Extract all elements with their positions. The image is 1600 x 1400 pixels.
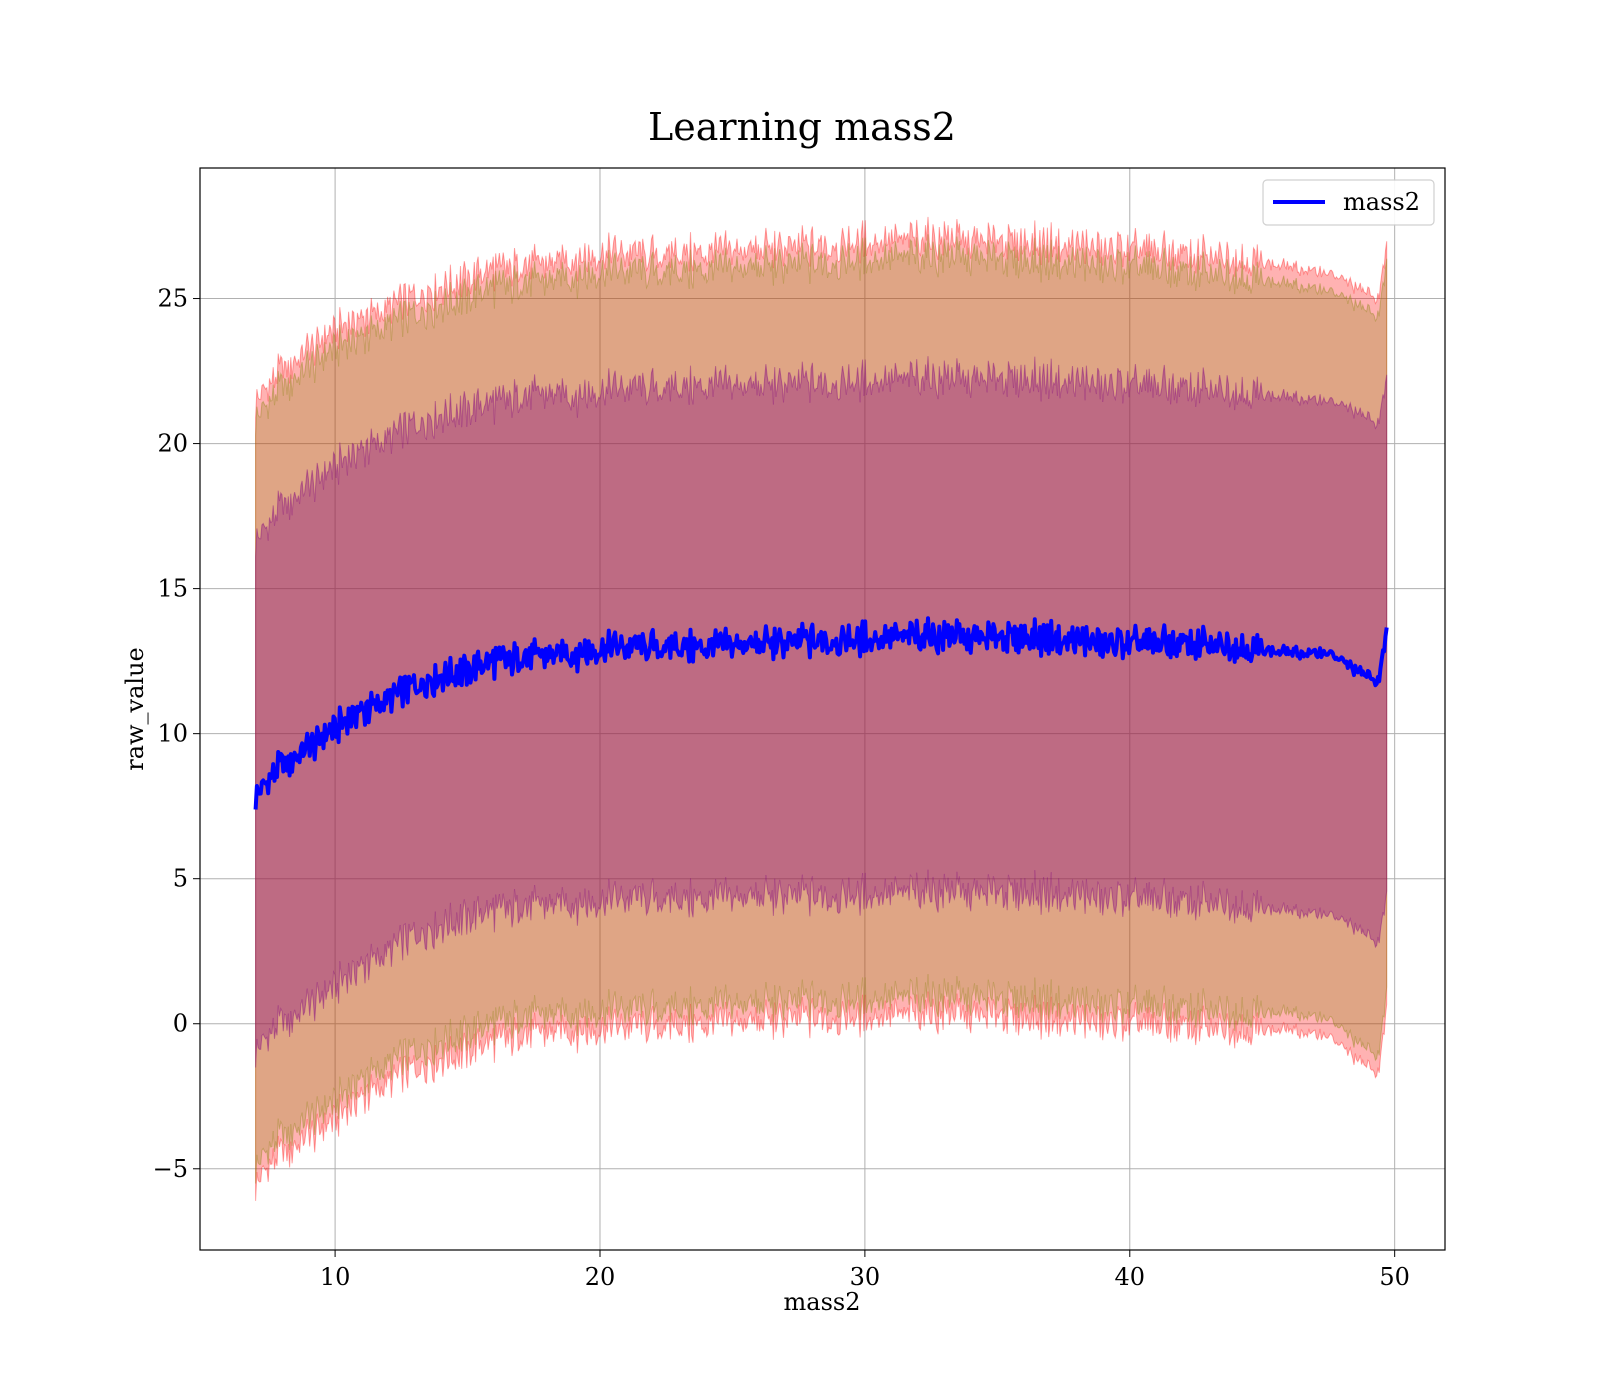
uncertainty-bands	[255, 216, 1388, 1201]
x-axis-ticks: 10 20 30 40 50	[320, 1250, 1410, 1291]
inner-band	[255, 356, 1388, 1068]
chart-title: Learning mass2	[648, 105, 956, 149]
legend-box	[1262, 179, 1435, 226]
x-tick-label: 20	[585, 1263, 616, 1291]
y-tick-label: 0	[173, 1010, 188, 1038]
x-tick-label: 50	[1379, 1263, 1410, 1291]
x-tick-label: 40	[1115, 1263, 1146, 1291]
y-axis-label: raw_value	[121, 647, 149, 771]
y-tick-label: 15	[157, 575, 188, 603]
plot-frame	[199, 167, 1446, 1251]
x-tick-label: 30	[850, 1263, 881, 1291]
y-tick-label: 25	[157, 285, 188, 313]
y-axis-ticks: −5 0 5 10 15 20 25	[153, 285, 200, 1183]
y-tick-label: 5	[173, 865, 188, 893]
y-tick-label: 20	[157, 430, 188, 458]
outer-band	[255, 216, 1388, 1201]
x-tick-label: 10	[320, 1263, 351, 1291]
grid-lines	[200, 168, 1445, 1250]
y-tick-label: −5	[153, 1155, 188, 1183]
series-line-mass2	[253, 616, 1389, 810]
series-lines	[253, 616, 1389, 810]
legend: mass2	[1262, 179, 1435, 226]
x-axis-label: mass2	[784, 1288, 861, 1316]
middle-band	[255, 234, 1388, 1184]
y-tick-label: 10	[157, 720, 188, 748]
legend-label-mass2: mass2	[1343, 188, 1420, 216]
